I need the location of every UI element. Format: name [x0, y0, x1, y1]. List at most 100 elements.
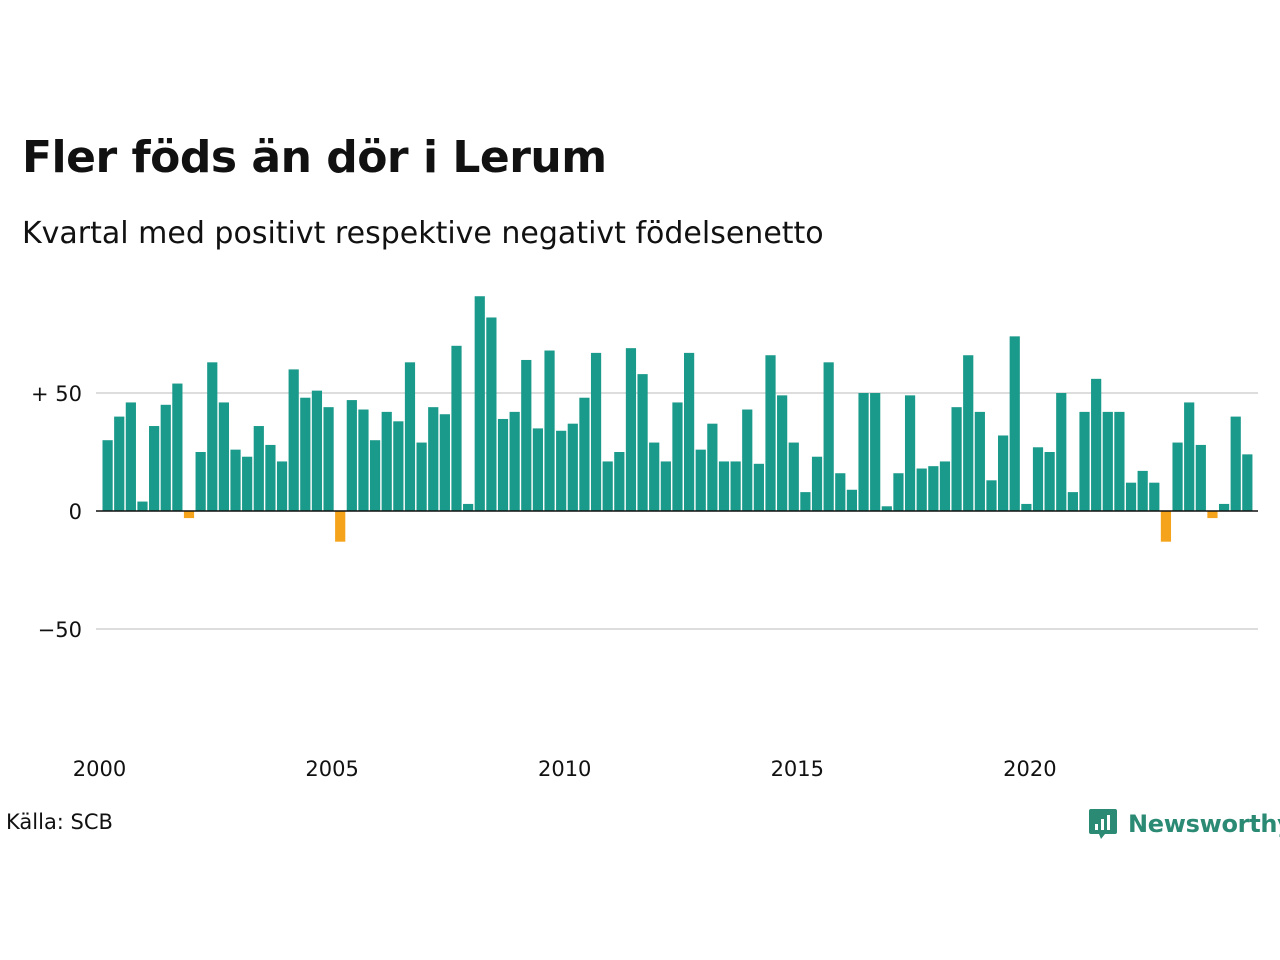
- bar: [718, 461, 730, 511]
- bar: [451, 345, 462, 511]
- bar: [998, 435, 1009, 511]
- bar: [1218, 503, 1230, 511]
- bar: [625, 348, 637, 511]
- bar: [1230, 416, 1241, 511]
- x-tick-label: 2010: [538, 757, 591, 781]
- bars: [102, 296, 1253, 542]
- bar: [242, 456, 253, 511]
- bar: [463, 503, 474, 511]
- bar: [346, 400, 357, 511]
- y-tick-label: + 50: [31, 382, 82, 406]
- bar: [218, 402, 229, 511]
- bar: [230, 449, 241, 511]
- bar: [323, 407, 334, 511]
- bar: [311, 390, 323, 511]
- bar: [695, 449, 706, 511]
- brand-name: Newsworthy: [1128, 810, 1280, 838]
- bar: [300, 397, 311, 511]
- bar: [870, 393, 881, 511]
- bar: [125, 402, 136, 511]
- bar: [195, 452, 206, 511]
- bar: [183, 511, 195, 519]
- bar: [1044, 452, 1055, 511]
- bar: [556, 430, 567, 511]
- bar: [1125, 482, 1137, 511]
- bar: [707, 423, 718, 511]
- bar: [532, 428, 544, 511]
- bar: [1137, 470, 1148, 511]
- bar: [963, 355, 974, 511]
- bar: [951, 407, 962, 511]
- bar: [102, 440, 113, 511]
- bar: [1032, 447, 1044, 511]
- x-tick-label: 2000: [73, 757, 126, 781]
- bar: [1149, 482, 1160, 511]
- bar: [428, 407, 439, 511]
- bar: [823, 362, 834, 511]
- bar: [1172, 442, 1183, 511]
- chart-title: Fler föds än dör i Lerum: [22, 132, 607, 183]
- bar: [160, 404, 171, 511]
- bar: [567, 423, 578, 511]
- bar: [1114, 411, 1125, 511]
- bar: [207, 362, 218, 511]
- bar: [1091, 378, 1102, 511]
- newsworthy-logo-icon: [1089, 809, 1117, 839]
- bar: [497, 418, 509, 511]
- bar: [893, 473, 904, 511]
- bar: [149, 426, 160, 511]
- brand-logo: Newsworthy: [1088, 804, 1280, 844]
- bar: [939, 461, 951, 511]
- bar: [1242, 454, 1253, 511]
- bar: [114, 416, 125, 511]
- source-note: Källa: SCB: [6, 810, 113, 834]
- bar: [881, 506, 892, 511]
- bar: [777, 395, 788, 511]
- bar: [1056, 393, 1067, 511]
- bar: [1067, 492, 1078, 511]
- bar: [916, 468, 927, 511]
- bar: [1184, 402, 1195, 511]
- bar: [811, 456, 823, 511]
- bar: [846, 489, 858, 511]
- bar: [276, 461, 288, 511]
- bar: [590, 352, 602, 511]
- bar: [1160, 511, 1172, 542]
- bar: [1195, 444, 1206, 511]
- bar: [137, 501, 148, 511]
- bar: [369, 440, 381, 511]
- bar: [335, 511, 346, 542]
- bar: [602, 461, 613, 511]
- bar: [1102, 411, 1113, 511]
- bar: [742, 409, 753, 511]
- bar: [579, 397, 590, 511]
- bar: [1021, 503, 1032, 511]
- bar: [637, 374, 648, 511]
- chart-subtitle: Kvartal med positivt respektive negativt…: [22, 216, 824, 251]
- x-tick-label: 2020: [1003, 757, 1056, 781]
- bar: [439, 414, 450, 511]
- bar: [1207, 511, 1218, 519]
- y-tick-label: 0: [69, 500, 82, 524]
- bar: [858, 393, 869, 511]
- bar: [974, 411, 985, 511]
- bar: [765, 355, 776, 511]
- bar: [788, 442, 799, 511]
- bar: [904, 395, 916, 511]
- bar: [544, 350, 555, 511]
- axes: + 50 0 −50 2000 2005 2010 2015 2020: [31, 382, 1258, 781]
- bar: [986, 480, 997, 511]
- bar: [800, 492, 811, 511]
- bar: [486, 317, 497, 511]
- x-tick-label: 2005: [305, 757, 358, 781]
- bar: [172, 383, 183, 511]
- bar: [730, 461, 741, 511]
- x-tick-label: 2015: [771, 757, 824, 781]
- bar: [521, 359, 532, 511]
- bar: [672, 402, 683, 511]
- bar: [614, 452, 625, 511]
- bar: [381, 411, 392, 511]
- bar: [1009, 336, 1020, 511]
- y-tick-label: −50: [38, 618, 82, 642]
